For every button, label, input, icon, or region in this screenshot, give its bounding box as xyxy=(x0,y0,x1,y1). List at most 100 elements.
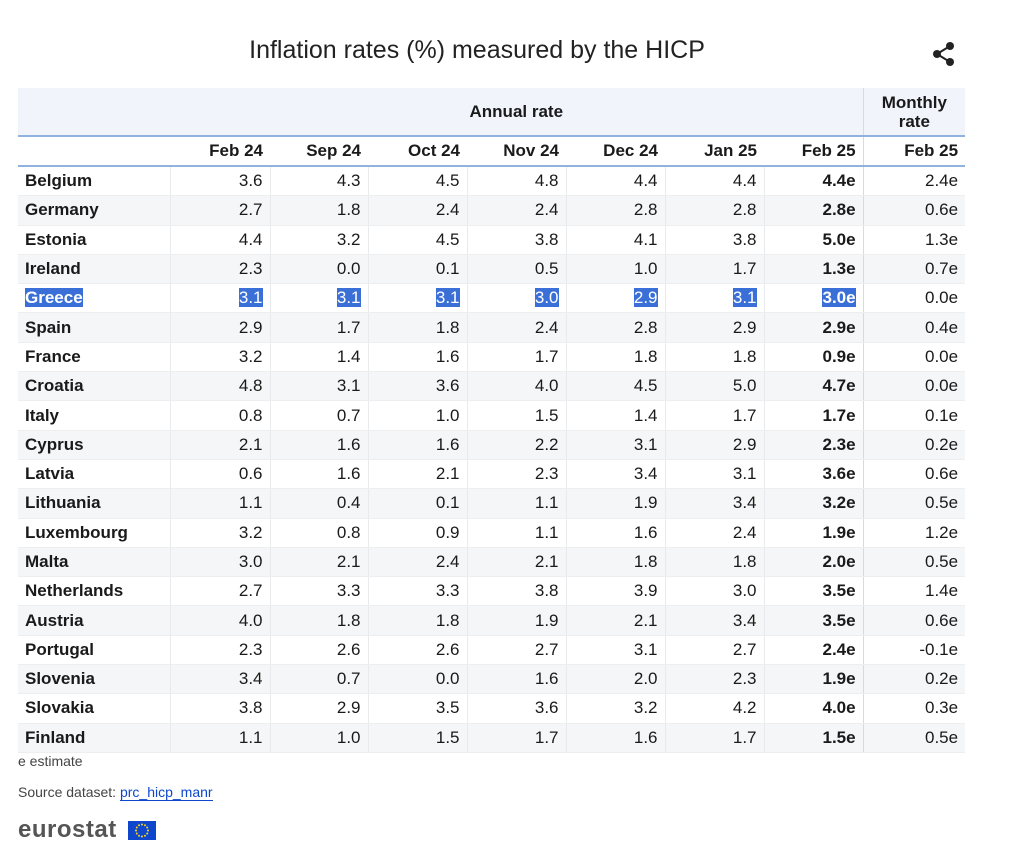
cell-text: 0.7 xyxy=(336,405,361,425)
table-cell: 3.6 xyxy=(466,693,566,724)
cell-text: 2.7 xyxy=(732,639,757,659)
table-cell: 0.4e xyxy=(862,312,966,343)
cell-text: 1.6 xyxy=(336,434,361,454)
row-label: Italy xyxy=(18,400,170,431)
blank-header xyxy=(18,88,170,137)
row-label: Croatia xyxy=(18,371,170,402)
cell-text: 3.8 xyxy=(534,229,559,249)
cell-text: 0.9e xyxy=(822,346,856,366)
table-cell: 3.0 xyxy=(664,576,764,607)
cell-text: 4.0e xyxy=(822,698,856,718)
cell-text: 2.3 xyxy=(732,669,757,689)
eu-flag xyxy=(128,821,156,840)
cell-text: 0.0e xyxy=(924,346,959,366)
table-cell: 3.4 xyxy=(169,664,270,695)
table-cell: 0.7 xyxy=(269,400,368,431)
table-cell: 2.8 xyxy=(565,195,665,226)
table-body: Belgium 3.6 4.3 4.5 4.8 4.4 4.4 4.4e 2.4e Germany… xyxy=(18,166,966,753)
table-cell: 1.8 xyxy=(565,547,665,578)
cell-text: 2.8 xyxy=(633,317,658,337)
cell-text: 1.8 xyxy=(336,200,361,220)
table-cell: 0.0e xyxy=(862,342,966,373)
cell-text: Slovenia xyxy=(25,669,95,689)
cell-text: 3.1 xyxy=(633,639,658,659)
table-cell: 2.7 xyxy=(466,635,566,666)
source: Source dataset: prc_hicp_manr xyxy=(18,784,213,801)
table-cell: 4.5 xyxy=(565,371,665,402)
table-cell: 1.5 xyxy=(466,400,566,431)
cell-text: 2.8 xyxy=(732,200,757,220)
cell-text: 0.0 xyxy=(336,259,361,279)
share-icon[interactable] xyxy=(930,40,958,68)
cell-text: 3.2 xyxy=(336,229,361,249)
table-row: Croatia 4.8 3.1 3.6 4.0 4.5 5.0 4.7e 0.0e xyxy=(18,371,966,402)
cell-text: 4.4e xyxy=(822,171,856,191)
table-cell: 0.5e xyxy=(862,547,966,578)
cell-text: 2.9 xyxy=(633,288,658,308)
cell-text: 2.7 xyxy=(534,639,559,659)
table-cell: 0.0 xyxy=(269,254,368,285)
cell-text: 1.1 xyxy=(534,493,559,513)
table-cell: 0.1 xyxy=(367,488,467,519)
cell-text: 2.8e xyxy=(822,200,856,220)
table-cell: 0.2e xyxy=(862,430,966,460)
source-link[interactable]: prc_hicp_manr xyxy=(119,784,213,801)
cell-text: 2.8 xyxy=(633,200,658,220)
cell-text: 0.2e xyxy=(924,434,959,454)
cell-text: 3.2 xyxy=(633,698,658,718)
table-cell: 1.5e xyxy=(763,723,864,753)
cell-text: 3.6e xyxy=(822,464,856,484)
cell-text: 3.3 xyxy=(435,581,460,601)
table-row: Spain 2.9 1.7 1.8 2.4 2.8 2.9 2.9e 0.4e xyxy=(18,312,966,343)
table-cell: 3.1 xyxy=(664,459,764,490)
cell-text: 3.4 xyxy=(633,464,658,484)
table-cell: 3.4 xyxy=(664,605,764,636)
table-cell: 0.1 xyxy=(367,254,467,285)
row-label: Greece xyxy=(18,283,170,314)
table-cell: 3.5e xyxy=(763,576,864,607)
table-cell: 2.4e xyxy=(862,166,966,197)
row-label: Slovakia xyxy=(18,693,170,724)
table-cell: 1.9e xyxy=(763,518,864,548)
table-cell: 3.2 xyxy=(169,518,270,548)
table-cell: 3.2e xyxy=(763,488,864,519)
row-label: Malta xyxy=(18,547,170,578)
cell-text: 1.2e xyxy=(924,522,959,542)
cell-text: 1.7 xyxy=(732,259,757,279)
table-cell: 3.6 xyxy=(367,371,467,402)
cell-text: 3.4 xyxy=(732,610,757,630)
table-cell: 4.3 xyxy=(269,166,368,197)
table-cell: 2.1 xyxy=(169,430,270,460)
cell-text: 3.0 xyxy=(534,288,559,308)
table-cell: 2.1 xyxy=(367,459,467,490)
row-label: Ireland xyxy=(18,254,170,285)
table-cell: 3.9 xyxy=(565,576,665,607)
table-cell: 1.8 xyxy=(269,195,368,226)
cell-text: 1.8 xyxy=(336,610,361,630)
cell-text: 1.4 xyxy=(633,405,658,425)
cell-text: 3.1 xyxy=(633,434,658,454)
table-cell: 3.1 xyxy=(269,283,368,314)
table-cell: 3.8 xyxy=(466,225,566,255)
table-cell: 2.9 xyxy=(664,430,764,460)
cell-text: 4.4 xyxy=(633,171,658,191)
table-cell: 3.4 xyxy=(664,488,764,519)
cell-text: 2.1 xyxy=(435,464,460,484)
table-cell: 0.8 xyxy=(169,400,270,431)
table-cell: 0.1e xyxy=(862,400,966,431)
table-cell: 3.6e xyxy=(763,459,864,490)
table-cell: 2.4e xyxy=(763,635,864,666)
cell-text: 2.9e xyxy=(822,317,856,337)
table-cell: 2.3 xyxy=(169,635,270,666)
row-label: Lithuania xyxy=(18,488,170,519)
table-cell: 1.0 xyxy=(269,723,368,753)
cell-text: 0.1 xyxy=(435,493,460,513)
table-cell: 2.4 xyxy=(367,547,467,578)
cell-text: 2.7 xyxy=(238,581,263,601)
table-row: Ireland 2.3 0.0 0.1 0.5 1.0 1.7 1.3e 0.7e xyxy=(18,254,966,285)
cell-text: 2.2 xyxy=(534,434,559,454)
table-cell: 1.9e xyxy=(763,664,864,695)
table-cell: 1.1 xyxy=(466,518,566,548)
table-cell: 2.9 xyxy=(269,693,368,724)
cell-text: 1.8 xyxy=(633,346,658,366)
